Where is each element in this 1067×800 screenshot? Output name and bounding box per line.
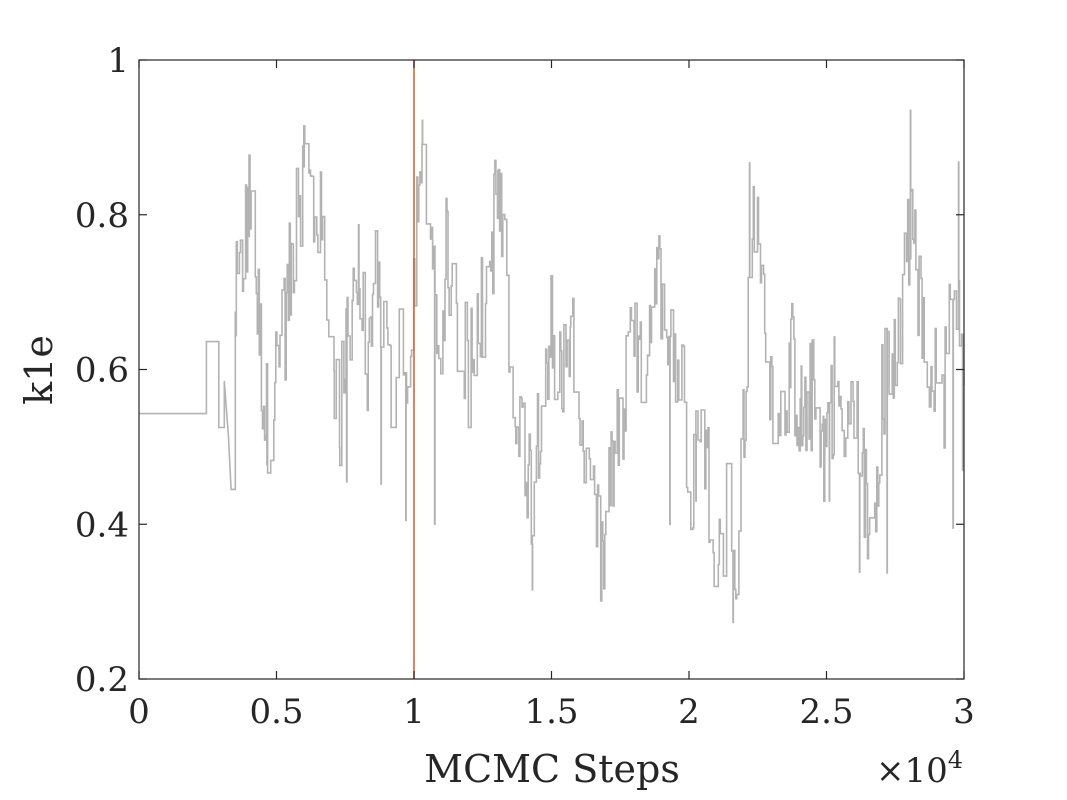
y-tick-label: 0.4 (75, 505, 129, 545)
x-tick-labels: 0 0.5 1 1.5 2 2.5 3 (128, 692, 975, 732)
x-tick-label: 1 (403, 692, 425, 732)
x-tick-label: 2.5 (799, 692, 853, 732)
x-axis-label: MCMC Steps (424, 747, 680, 791)
y-tick-label: 0.8 (75, 196, 129, 236)
x-tick-label: 1.5 (524, 692, 578, 732)
x-exponent-base: ×10 (876, 751, 948, 791)
y-tick-labels: 0.2 0.4 0.6 0.8 1 (75, 41, 129, 700)
y-axis-label: k1e (17, 335, 61, 405)
x-tick-label: 3 (953, 692, 975, 732)
x-tick-label: 0.5 (249, 692, 303, 732)
plot-background (139, 60, 964, 679)
series-trace (139, 109, 965, 624)
x-exponent-power: 4 (948, 746, 963, 774)
x-tick-label: 0 (128, 692, 150, 732)
y-tick-label: 0.6 (75, 351, 129, 391)
series-line (139, 109, 965, 624)
x-exponent-label: ×104 (876, 746, 963, 791)
y-tick-label: 1 (107, 41, 129, 81)
y-tick-label: 0.2 (75, 660, 129, 700)
x-tick-label: 2 (678, 692, 700, 732)
tick-marks (138, 59, 965, 680)
